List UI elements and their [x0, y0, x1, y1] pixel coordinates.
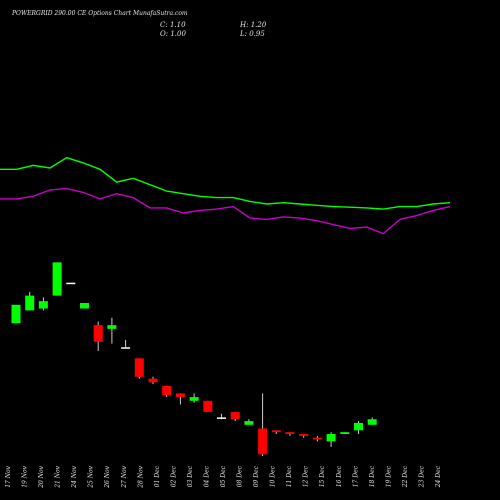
ma-fast-line: [0, 156, 451, 210]
x-tick-label: 28 Nov: [137, 465, 144, 488]
candle-body: [354, 422, 363, 431]
x-tick-label: 24 Dec: [435, 465, 442, 488]
candles-layer: [11, 262, 377, 457]
x-axis-labels: 17 Nov 19 Nov 20 Nov 21 Nov 24 Nov 25 Nov 26 N…: [5, 465, 442, 488]
candle-body: [11, 304, 21, 324]
x-tick-label: 17 Dec: [352, 465, 359, 487]
candle-body: [148, 378, 158, 383]
x-tick-label: 11 Dec: [286, 465, 293, 487]
low-value: L: 0.95: [240, 30, 265, 38]
x-tick-label: 18 Dec: [369, 465, 376, 487]
high-value: H: 1.20: [240, 21, 267, 29]
x-tick-label: 22 Dec: [402, 465, 409, 488]
candle-body: [367, 419, 377, 425]
candle-body: [121, 347, 131, 349]
candle-body: [258, 428, 268, 455]
candle-body: [285, 432, 295, 435]
candle-body: [217, 417, 226, 419]
candle-body: [203, 400, 213, 412]
candle-body: [107, 325, 117, 329]
x-tick-label: 27 Nov: [121, 465, 128, 488]
x-tick-label: 03 Dec: [187, 465, 194, 487]
candle-body: [189, 397, 199, 401]
candle-body: [340, 432, 350, 435]
candle-body: [52, 262, 62, 296]
candle-body: [299, 434, 309, 436]
x-tick-label: 05 Dec: [220, 465, 227, 487]
candle-body: [80, 302, 89, 309]
x-tick-label: 20 Nov: [38, 465, 45, 488]
x-tick-label: 25 Nov: [88, 465, 95, 488]
x-tick-label: 15 Dec: [319, 465, 326, 487]
candle-body: [162, 386, 172, 396]
x-tick-label: 01 Dec: [154, 465, 161, 487]
x-tick-label: 02 Dec: [170, 465, 177, 487]
candle-body: [326, 434, 336, 442]
candle-body: [271, 430, 281, 433]
candle-body: [38, 301, 48, 309]
x-tick-label: 10 Dec: [270, 465, 277, 487]
x-tick-label: 09 Dec: [253, 465, 260, 487]
candle-body: [244, 421, 254, 425]
x-tick-label: 19 Dec: [385, 465, 392, 487]
x-tick-label: 17 Nov: [5, 465, 12, 487]
x-tick-label: 24 Nov: [71, 465, 78, 488]
candle-body: [312, 437, 322, 440]
candle-body: [134, 358, 144, 377]
x-tick-label: 26 Nov: [104, 465, 111, 488]
candle-body: [230, 411, 240, 420]
open-value: O: 1.00: [160, 30, 186, 38]
candle-body: [25, 295, 35, 311]
moving-average-layer: [0, 156, 451, 235]
ma-slow-line: [0, 187, 451, 235]
candle-body: [66, 282, 76, 285]
close-value: C: 1.10: [160, 21, 186, 29]
x-tick-label: 04 Dec: [204, 465, 211, 487]
x-tick-label: 21 Nov: [55, 465, 62, 488]
x-tick-label: 12 Dec: [303, 465, 310, 487]
x-tick-label: 23 Dec: [419, 465, 426, 488]
candle-body: [175, 393, 185, 398]
chart-title: POWERGRID 290.00 CE Options Chart Munafa…: [12, 10, 188, 17]
x-tick-label: 19 Nov: [22, 465, 29, 487]
x-tick-label: 08 Dec: [237, 465, 244, 487]
x-tick-label: 16 Dec: [336, 465, 343, 487]
candle-body: [93, 325, 103, 342]
